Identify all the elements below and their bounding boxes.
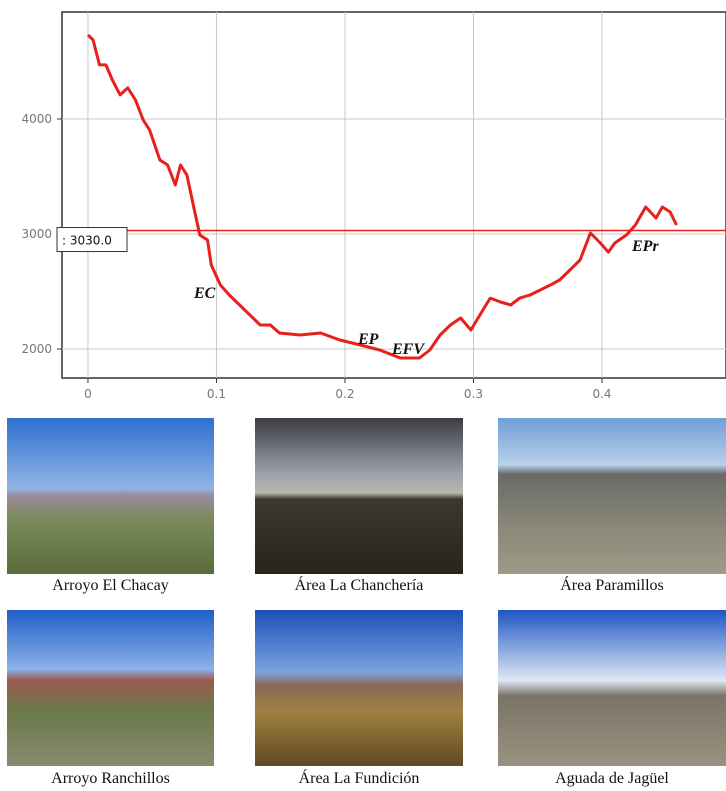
y-tick-label: 4000	[21, 112, 52, 126]
y-tick-label: 2000	[21, 342, 52, 356]
photo	[498, 610, 726, 766]
x-tick-label: 0.3	[464, 387, 483, 401]
y-tick-label: 3000	[21, 227, 52, 241]
photo-caption: Aguada de Jagüel	[555, 770, 669, 787]
elevation-line	[86, 33, 678, 360]
photo	[255, 610, 463, 766]
annotation: EC	[193, 285, 216, 302]
annotation: EPr	[631, 238, 659, 255]
photo	[255, 418, 463, 574]
photo	[7, 418, 214, 574]
photos: Arroyo El Chacay Área La Chanchería Área P…	[7, 418, 726, 787]
photo-caption: Área La Fundición	[299, 768, 420, 787]
x-tick-label: 0.1	[207, 387, 226, 401]
photo-caption: Área La Chanchería	[295, 575, 424, 594]
reference-label-box	[56, 227, 128, 253]
x-tick-label: 0.4	[592, 387, 611, 401]
photo	[498, 418, 726, 574]
x-tick-label: 0	[84, 387, 92, 401]
x-tick-label: 0.2	[335, 387, 354, 401]
photo-caption: Arroyo El Chacay	[52, 577, 168, 594]
photo	[7, 610, 214, 766]
plot-frame	[61, 11, 726, 379]
annotation: EP	[357, 331, 379, 348]
photo-caption: Área Paramillos	[560, 575, 664, 594]
photo-caption: Arroyo Ranchillos	[51, 770, 170, 787]
reference-label: : 3030.0	[62, 234, 112, 248]
annotation: EFV	[391, 341, 425, 358]
